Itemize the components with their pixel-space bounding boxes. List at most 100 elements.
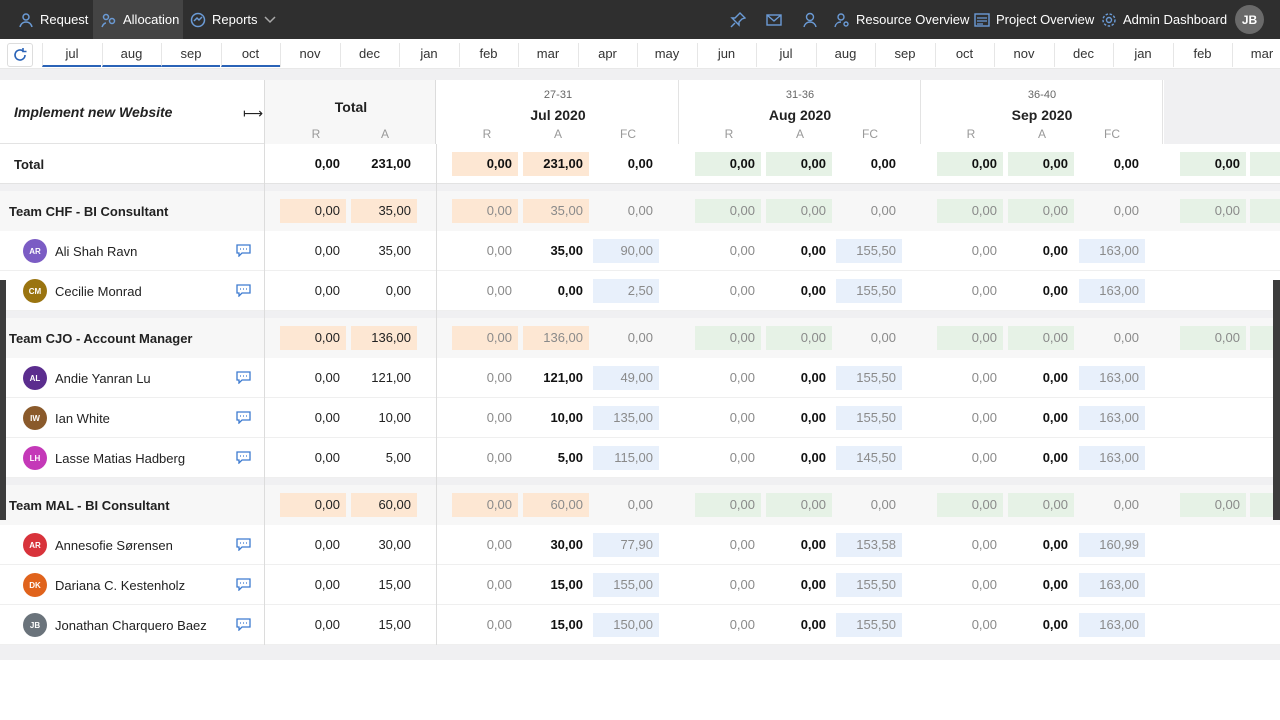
- month-tab-17[interactable]: dec: [1053, 43, 1113, 67]
- month-fc[interactable]: 90,00: [593, 239, 659, 263]
- month-tab-3[interactable]: oct: [220, 43, 280, 67]
- month-r-next[interactable]: 0,00: [1180, 326, 1246, 350]
- month-tab-7[interactable]: feb: [458, 43, 518, 67]
- month-a[interactable]: 231,00: [523, 152, 589, 176]
- month-a[interactable]: 0,00: [1008, 152, 1074, 176]
- nav-allocation[interactable]: Allocation: [93, 0, 183, 39]
- month-fc[interactable]: 155,50: [836, 406, 902, 430]
- month-r[interactable]: 0,00: [729, 410, 755, 425]
- month-r[interactable]: 0,00: [937, 493, 1003, 517]
- month-tab-20[interactable]: mar: [1232, 43, 1280, 67]
- left-scroll-handle[interactable]: [0, 280, 6, 520]
- month-r[interactable]: 0,00: [729, 370, 755, 385]
- month-tab-16[interactable]: nov: [994, 43, 1053, 67]
- month-r[interactable]: 0,00: [729, 283, 755, 298]
- total-a[interactable]: 15,00: [378, 577, 411, 592]
- total-r[interactable]: 0,00: [314, 577, 340, 592]
- month-fc[interactable]: 0,00: [627, 156, 653, 171]
- month-fc[interactable]: 163,00: [1079, 573, 1145, 597]
- month-a[interactable]: 0,00: [800, 410, 826, 425]
- month-fc[interactable]: 77,90: [593, 533, 659, 557]
- comment-icon[interactable]: [236, 618, 251, 631]
- month-a[interactable]: 5,00: [557, 450, 583, 465]
- month-r[interactable]: 0,00: [486, 537, 512, 552]
- total-r[interactable]: 0,00: [314, 537, 340, 552]
- month-fc[interactable]: 0,00: [870, 156, 896, 171]
- month-tab-15[interactable]: oct: [934, 43, 994, 67]
- month-r-next[interactable]: 0,00: [1180, 199, 1246, 223]
- month-r[interactable]: 0,00: [486, 283, 512, 298]
- month-r-next[interactable]: 0,00: [1180, 493, 1246, 517]
- month-r[interactable]: 0,00: [971, 537, 997, 552]
- refresh-button[interactable]: [7, 43, 33, 67]
- month-fc[interactable]: 49,00: [593, 366, 659, 390]
- month-fc[interactable]: 163,00: [1079, 239, 1145, 263]
- nav-admin-dashboard[interactable]: Admin Dashboard: [1101, 0, 1227, 39]
- month-r[interactable]: 0,00: [729, 537, 755, 552]
- total-r[interactable]: 0,00: [314, 283, 340, 298]
- month-a[interactable]: 0,00: [1008, 326, 1074, 350]
- month-a[interactable]: 0,00: [557, 283, 583, 298]
- month-fc[interactable]: 145,50: [836, 446, 902, 470]
- month-a[interactable]: 0,00: [800, 537, 826, 552]
- total-a[interactable]: 121,00: [371, 370, 411, 385]
- month-r[interactable]: 0,00: [452, 493, 518, 517]
- comment-icon[interactable]: [236, 284, 251, 297]
- nav-request[interactable]: Request: [18, 0, 88, 39]
- month-a[interactable]: 0,00: [766, 199, 832, 223]
- month-a[interactable]: 0,00: [766, 326, 832, 350]
- month-fc[interactable]: 0,00: [870, 330, 896, 345]
- nav-project-overview[interactable]: Project Overview: [974, 0, 1094, 39]
- month-fc[interactable]: 135,00: [593, 406, 659, 430]
- member-name[interactable]: Lasse Matias Hadberg: [55, 450, 186, 466]
- month-tab-11[interactable]: jun: [696, 43, 756, 67]
- member-name[interactable]: Ali Shah Ravn: [55, 243, 138, 259]
- total-r[interactable]: 0,00: [314, 156, 340, 171]
- month-a-next[interactable]: [1250, 152, 1280, 176]
- month-a[interactable]: 0,00: [1042, 410, 1068, 425]
- total-r[interactable]: 0,00: [314, 243, 340, 258]
- inbox-button[interactable]: [766, 0, 782, 39]
- month-fc[interactable]: 163,00: [1079, 279, 1145, 303]
- month-a[interactable]: 0,00: [1042, 450, 1068, 465]
- month-a[interactable]: 30,00: [550, 537, 583, 552]
- month-r[interactable]: 0,00: [729, 577, 755, 592]
- month-r[interactable]: 0,00: [486, 410, 512, 425]
- month-r[interactable]: 0,00: [971, 410, 997, 425]
- month-fc[interactable]: 153,58: [836, 533, 902, 557]
- member-name[interactable]: Dariana C. Kestenholz: [55, 577, 186, 593]
- month-r[interactable]: 0,00: [452, 326, 518, 350]
- user-avatar[interactable]: JB: [1235, 5, 1264, 34]
- month-a[interactable]: 0,00: [1042, 283, 1068, 298]
- month-r[interactable]: 0,00: [695, 199, 761, 223]
- month-r[interactable]: 0,00: [937, 199, 1003, 223]
- month-fc[interactable]: 155,50: [836, 613, 902, 637]
- month-r[interactable]: 0,00: [452, 152, 518, 176]
- month-fc[interactable]: 0,00: [627, 203, 653, 218]
- month-a[interactable]: 0,00: [766, 493, 832, 517]
- month-a[interactable]: 35,00: [550, 243, 583, 258]
- total-a[interactable]: 60,00: [351, 493, 417, 517]
- total-a[interactable]: 10,00: [378, 410, 411, 425]
- month-tab-19[interactable]: feb: [1172, 43, 1232, 67]
- month-tab-9[interactable]: apr: [577, 43, 637, 67]
- month-r[interactable]: 0,00: [729, 617, 755, 632]
- comment-icon[interactable]: [236, 451, 251, 464]
- month-tab-8[interactable]: mar: [518, 43, 577, 67]
- month-r[interactable]: 0,00: [971, 577, 997, 592]
- month-fc[interactable]: 155,00: [593, 573, 659, 597]
- month-fc[interactable]: 155,50: [836, 239, 902, 263]
- month-fc[interactable]: 155,50: [836, 366, 902, 390]
- total-a[interactable]: 0,00: [385, 283, 411, 298]
- member-name[interactable]: Ian White: [55, 410, 110, 426]
- month-tab-6[interactable]: jan: [399, 43, 458, 67]
- month-tab-14[interactable]: sep: [875, 43, 934, 67]
- month-fc[interactable]: 150,00: [593, 613, 659, 637]
- total-r[interactable]: 0,00: [280, 493, 346, 517]
- month-tab-12[interactable]: jul: [756, 43, 815, 67]
- month-a[interactable]: 0,00: [1008, 199, 1074, 223]
- month-tab-13[interactable]: aug: [815, 43, 875, 67]
- month-r[interactable]: 0,00: [486, 243, 512, 258]
- month-r[interactable]: 0,00: [971, 283, 997, 298]
- month-a[interactable]: 15,00: [550, 617, 583, 632]
